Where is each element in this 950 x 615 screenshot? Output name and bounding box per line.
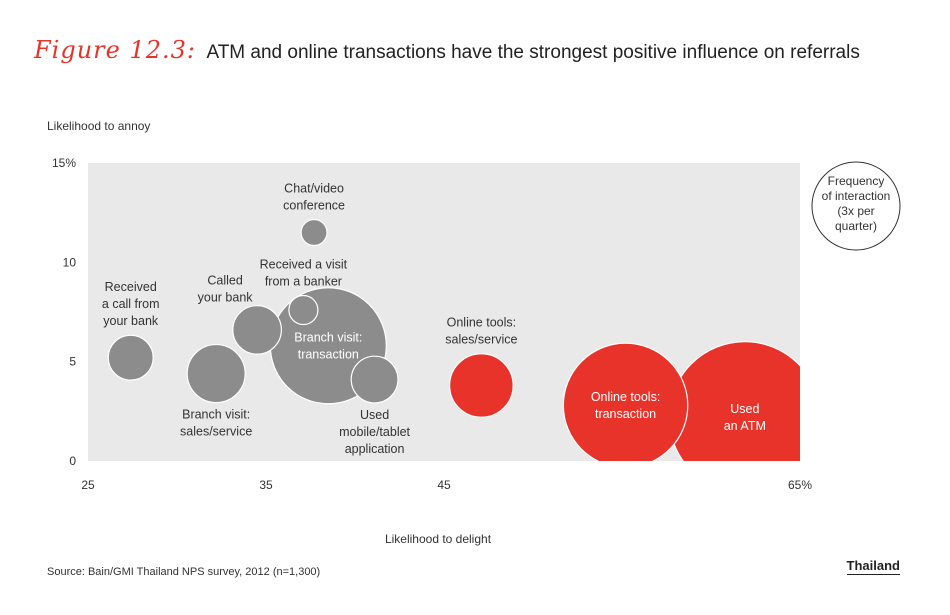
bubble-label-online-tools-transaction: Online tools: transaction xyxy=(591,390,660,421)
title-row: Figure 12.3: ATM and online transactions… xyxy=(34,36,860,64)
chart-title: ATM and online transactions have the str… xyxy=(206,42,860,63)
bubble-received-a-visit-from-a-banker xyxy=(288,294,319,326)
bubble-chat-video-conference xyxy=(300,218,328,247)
bubble-label-received-a-call-from-your-bank: Received a call from your bank xyxy=(102,280,160,328)
bubble-label-branch-visit-transaction: Branch visit: transaction xyxy=(294,330,362,361)
x-tick-label: 65% xyxy=(788,478,812,492)
bubble-online-tools-sales-service xyxy=(449,353,514,418)
source-note: Source: Bain/GMI Thailand NPS survey, 20… xyxy=(47,566,321,578)
y-tick-label: 10 xyxy=(63,255,77,269)
bubble-received-a-call-from-your-bank xyxy=(107,334,154,381)
bubble-used-an-atm xyxy=(668,341,800,461)
bubble-label-called-your-bank: Called your bank xyxy=(198,274,254,305)
bubble-online-tools-transaction xyxy=(562,342,689,461)
bubble-label-received-a-visit-from-a-banker: Received a visit from a banker xyxy=(260,258,348,289)
y-axis-label: Likelihood to annoy xyxy=(47,119,150,133)
bubble-branch-visit-sales-service xyxy=(186,343,246,404)
y-tick-label: 0 xyxy=(69,454,76,468)
bubble-called-your-bank xyxy=(232,305,282,355)
bubble-label-branch-visit-sales-service: Branch visit: sales/service xyxy=(180,408,252,439)
bubble-label-used-mobile-tablet-application: Used mobile/tablet application xyxy=(339,408,410,456)
x-tick-label: 45 xyxy=(437,478,451,492)
legend-circle xyxy=(811,161,901,251)
bubble-label-chat-video-conference: Chat/video conference xyxy=(283,182,345,213)
figure-label: Figure 12.3: xyxy=(34,36,196,64)
x-axis-label: Likelihood to delight xyxy=(385,532,492,546)
legend-text: Frequency of interaction (3x per quarter) xyxy=(822,174,891,233)
bubble-label-online-tools-sales-service: Online tools: sales/service xyxy=(445,316,517,347)
x-tick-label: 25 xyxy=(81,478,95,492)
bubble-label-used-an-atm: Used an ATM xyxy=(724,402,766,433)
region-label: Thailand xyxy=(846,558,900,575)
bubble-used-mobile-tablet-application xyxy=(350,355,399,404)
y-tick-label: 15% xyxy=(52,156,76,170)
x-tick-label: 35 xyxy=(259,478,273,492)
y-tick-label: 5 xyxy=(69,355,76,369)
